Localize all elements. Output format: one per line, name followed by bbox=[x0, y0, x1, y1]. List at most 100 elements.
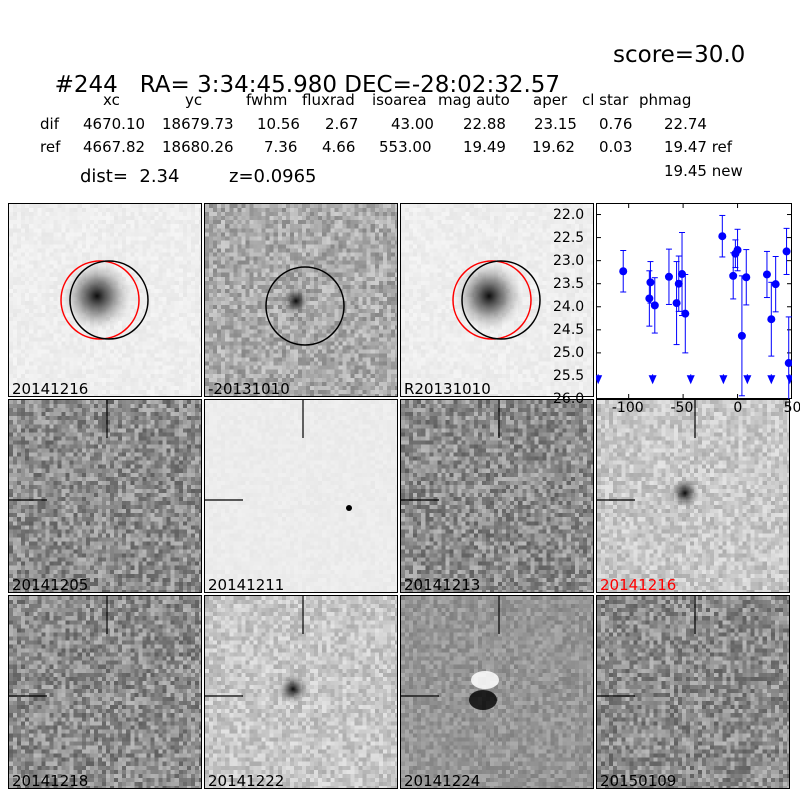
col-header: fluxrad bbox=[302, 91, 355, 109]
y-tick-label: 26.0 bbox=[553, 391, 585, 407]
noise-texture bbox=[401, 400, 593, 592]
x-tick-label: -100 bbox=[611, 400, 644, 416]
reference-circle bbox=[452, 260, 532, 340]
stamp-date-label: 20141222 bbox=[208, 772, 285, 789]
y-tick-label: 25.5 bbox=[553, 367, 585, 384]
cell: 19.62 bbox=[532, 138, 575, 156]
data-point bbox=[742, 273, 751, 282]
data-point bbox=[718, 232, 727, 241]
image-stamp: 20141216 bbox=[596, 399, 790, 593]
stamp-date-label: 20141213 bbox=[404, 576, 481, 593]
candidate-coords: RA= 3:34:45.980 DEC=-28:02:32.57 bbox=[139, 72, 561, 98]
galaxy-core bbox=[455, 262, 523, 330]
cell: 18679.73 bbox=[162, 115, 234, 133]
stamp-date-label: 20141224 bbox=[404, 772, 481, 789]
data-point bbox=[767, 315, 776, 324]
y-tick-label: 23.5 bbox=[553, 275, 585, 292]
cell: 0.76 bbox=[599, 115, 633, 133]
row-label: dif bbox=[40, 115, 59, 133]
transient-source bbox=[670, 478, 700, 508]
stamp-date-label: 20141216 bbox=[600, 576, 677, 593]
col-header: fwhm bbox=[246, 91, 288, 109]
stamp-date-label: -20131010 bbox=[208, 380, 290, 397]
data-point bbox=[664, 272, 673, 281]
y-tick-label: 24.5 bbox=[553, 321, 585, 338]
col-header: cl star bbox=[582, 91, 629, 109]
diff-source bbox=[282, 287, 310, 315]
stamp-date-label: 20141211 bbox=[208, 576, 285, 593]
cell: 4667.82 bbox=[83, 138, 146, 156]
x-tick-label: 50 bbox=[783, 400, 800, 416]
row-label: ref bbox=[40, 138, 61, 156]
y-tick-label: 25.0 bbox=[553, 344, 585, 361]
galaxy-core bbox=[63, 262, 131, 330]
image-stamp: 20150109 bbox=[596, 595, 790, 789]
new-mag: 19.45 new bbox=[664, 162, 743, 180]
dipole-negative bbox=[469, 690, 497, 710]
noise-texture bbox=[9, 400, 201, 592]
cell: 7.36 bbox=[264, 138, 298, 156]
data-point bbox=[674, 279, 683, 288]
cell: 43.00 bbox=[391, 115, 434, 133]
image-stamp: 20141218 bbox=[8, 595, 202, 789]
data-point bbox=[645, 294, 654, 303]
cell: 0.03 bbox=[599, 138, 633, 156]
image-stamp: 20141216 bbox=[8, 203, 202, 397]
col-header: yc bbox=[185, 91, 203, 109]
y-tick-label: 22.0 bbox=[553, 206, 585, 223]
image-stamp: 20141213 bbox=[400, 399, 594, 593]
data-point bbox=[650, 301, 659, 310]
cell: 19.47 ref bbox=[664, 138, 733, 156]
transient-source bbox=[278, 674, 308, 704]
data-point bbox=[733, 246, 742, 255]
title-line: #244 RA= 3:34:45.980 DEC=-28:02:32.57 sc… bbox=[40, 40, 746, 130]
data-point bbox=[784, 359, 793, 368]
noise-texture bbox=[9, 596, 201, 788]
noise-texture bbox=[597, 596, 789, 788]
noise-texture bbox=[205, 400, 397, 592]
dist-value: dist= 2.34 bbox=[80, 166, 180, 187]
image-stamp: 20141222 bbox=[204, 595, 398, 789]
data-point bbox=[678, 270, 687, 279]
data-point bbox=[762, 270, 771, 279]
image-stamp: 20141205 bbox=[8, 399, 202, 593]
dipole-positive bbox=[471, 671, 499, 689]
data-point bbox=[771, 280, 780, 289]
stamp-date-label: 20150109 bbox=[600, 772, 677, 789]
point-source bbox=[346, 505, 352, 511]
cell: 553.00 bbox=[379, 138, 432, 156]
data-point bbox=[619, 267, 628, 276]
image-stamp: R20131010 bbox=[400, 203, 594, 397]
stamp-date-label: R20131010 bbox=[404, 380, 491, 397]
redshift-value: z=0.0965 bbox=[229, 166, 317, 187]
cell: 4.66 bbox=[322, 138, 356, 156]
data-point bbox=[681, 309, 690, 318]
light-curve-svg bbox=[594, 203, 794, 410]
image-stamp: 20141224 bbox=[400, 595, 594, 789]
x-tick-label: 0 bbox=[733, 400, 743, 416]
col-header: aper bbox=[533, 91, 568, 109]
cell: 19.49 bbox=[463, 138, 506, 156]
cell: 22.74 bbox=[664, 115, 707, 133]
aperture-circle bbox=[461, 260, 541, 340]
data-point bbox=[646, 278, 655, 287]
image-stamp: -20131010 bbox=[204, 203, 398, 397]
data-point bbox=[729, 271, 738, 280]
x-tick-label: -50 bbox=[670, 400, 694, 416]
stamp-date-label: 20141218 bbox=[12, 772, 89, 789]
col-header: isoarea bbox=[372, 91, 427, 109]
cell: 4670.10 bbox=[83, 115, 146, 133]
aperture-circle bbox=[265, 266, 345, 346]
candidate-id: #244 bbox=[54, 72, 118, 98]
cell: 10.56 bbox=[257, 115, 300, 133]
cell: 23.15 bbox=[534, 115, 577, 133]
reference-circle bbox=[60, 260, 140, 340]
data-point bbox=[672, 299, 681, 308]
aperture-circle bbox=[69, 260, 149, 340]
plot-frame bbox=[596, 203, 792, 399]
col-header: phmag bbox=[639, 91, 692, 109]
data-point bbox=[737, 331, 746, 340]
cell: 22.88 bbox=[463, 115, 506, 133]
col-header: mag auto bbox=[438, 91, 510, 109]
noise-texture bbox=[401, 596, 593, 788]
